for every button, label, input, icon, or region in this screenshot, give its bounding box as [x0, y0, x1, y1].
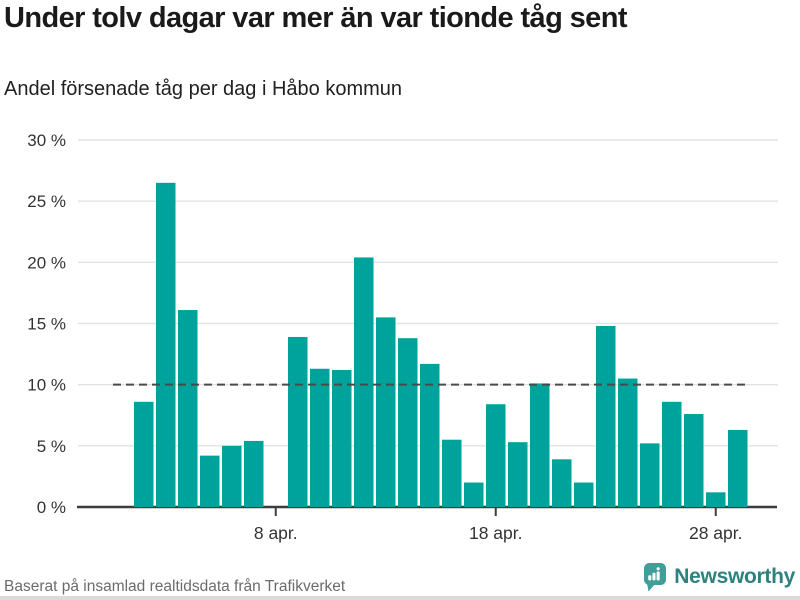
bar-13-apr- — [376, 317, 396, 507]
bar-21-apr- — [552, 459, 572, 507]
bar-6-apr- — [222, 445, 242, 507]
bottom-strip — [0, 596, 800, 600]
mini-bar-2 — [652, 572, 656, 581]
bar-7-apr- — [244, 440, 264, 507]
newsworthy-speech-bubble-icon — [644, 563, 667, 592]
chart-subtitle: Andel försenade tåg per dag i Håbo kommu… — [4, 78, 403, 100]
bar-19-apr- — [508, 442, 528, 507]
y-axis-tick-label: 25 % — [27, 192, 66, 211]
bar-12-apr- — [354, 257, 374, 507]
y-axis-tick-label: 30 % — [27, 131, 66, 150]
y-axis-tick-label: 5 % — [37, 437, 66, 456]
bar-28-apr- — [706, 492, 726, 507]
bar-18-apr- — [486, 404, 506, 507]
bar-9-apr- — [288, 336, 308, 507]
bar-20-apr- — [530, 383, 550, 507]
bar-2-apr- — [134, 401, 154, 507]
bar-22-apr- — [574, 482, 594, 507]
bar-5-apr- — [200, 455, 220, 507]
bar-17-apr- — [464, 482, 484, 507]
bar-23-apr- — [596, 325, 616, 507]
chart-headline: Under tolv dagar var mer än var tionde t… — [4, 2, 627, 34]
bubble-tail — [647, 583, 657, 592]
bar-26-apr- — [662, 401, 682, 507]
bar-10-apr- — [310, 368, 330, 507]
newsworthy-logo[interactable]: Newsworthy — [643, 562, 795, 593]
y-axis-tick-label: 0 % — [37, 498, 66, 517]
mini-bar-1 — [648, 575, 652, 581]
bar-29-apr- — [728, 429, 748, 507]
y-axis-tick-label: 20 % — [27, 253, 66, 272]
bar-4-apr- — [178, 310, 198, 507]
bar-25-apr- — [640, 443, 660, 507]
exclamation-dot — [656, 567, 660, 571]
exclamation-bar — [656, 571, 660, 581]
newsworthy-wordmark: Newsworthy — [674, 565, 795, 588]
bar-24-apr- — [618, 378, 638, 507]
x-axis-tick-label: 8 apr. — [254, 523, 298, 543]
y-axis-tick-label: 15 % — [27, 315, 66, 334]
bar-3-apr- — [156, 182, 176, 507]
x-axis-tick-label: 18 apr. — [469, 523, 523, 543]
x-axis-tick-label: 28 apr. — [689, 523, 743, 543]
y-axis-tick-label: 10 % — [27, 376, 66, 395]
bar-14-apr- — [398, 338, 418, 507]
bar-11-apr- — [332, 369, 352, 507]
bar-27-apr- — [684, 414, 704, 507]
source-note: Baserat på insamlad realtidsdata från Tr… — [4, 578, 346, 595]
bar-16-apr- — [442, 439, 462, 507]
bar-15-apr- — [420, 363, 440, 507]
